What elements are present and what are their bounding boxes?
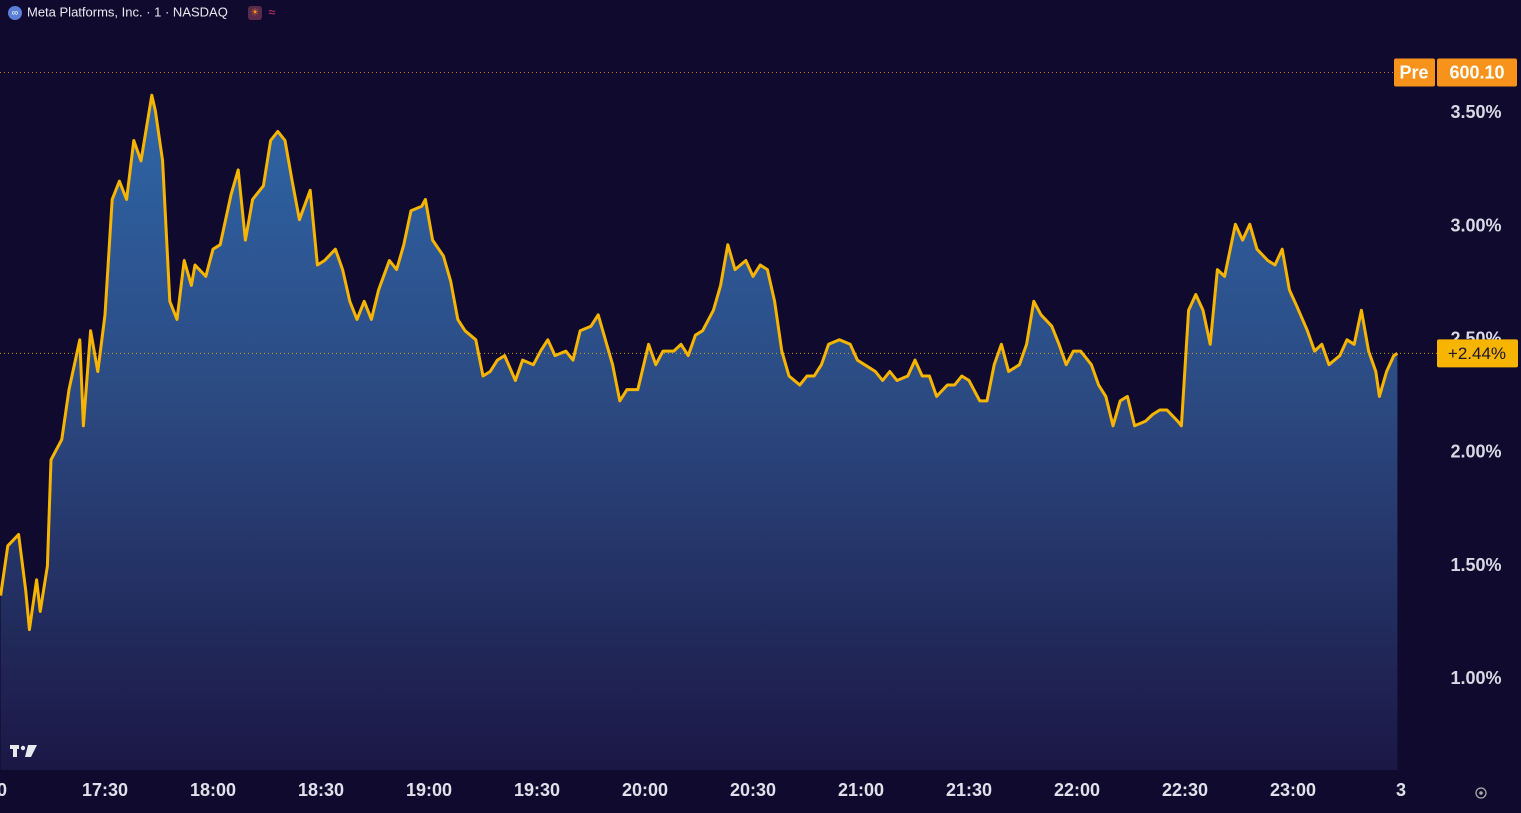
x-tick-label: 21:00 bbox=[838, 780, 884, 800]
settings-icon[interactable] bbox=[1475, 787, 1487, 799]
x-tick-label: 21:30 bbox=[946, 780, 992, 800]
x-tick-label: 20:00 bbox=[622, 780, 668, 800]
session-icon bbox=[248, 6, 262, 20]
x-tick-label: 00 bbox=[0, 780, 7, 800]
pre-tag-box bbox=[1394, 58, 1435, 87]
pre-tag: Pre bbox=[1399, 62, 1428, 82]
x-tick-label: 19:00 bbox=[406, 780, 452, 800]
y-tick-label: 3.00% bbox=[1450, 215, 1501, 235]
price-line bbox=[0, 93, 1399, 632]
y-tick-label: 2.00% bbox=[1450, 442, 1501, 462]
settings-icon-dot bbox=[1479, 791, 1483, 795]
x-tick-label: 23:00 bbox=[1270, 780, 1316, 800]
last-value-box bbox=[1437, 339, 1518, 368]
area-fill bbox=[0, 95, 1398, 770]
last-value-label: +2.44% bbox=[1448, 344, 1506, 363]
y-tick-label: 1.00% bbox=[1450, 668, 1501, 688]
x-tick-label: 22:00 bbox=[1054, 780, 1100, 800]
logo-part bbox=[13, 745, 17, 757]
y-tick-label: 3.50% bbox=[1450, 102, 1501, 122]
tv-logo bbox=[10, 745, 37, 757]
plot-area bbox=[0, 93, 1399, 770]
symbol-icon bbox=[8, 6, 22, 20]
logo-part bbox=[20, 745, 26, 751]
x-tick-label: 19:30 bbox=[514, 780, 560, 800]
logo-part bbox=[25, 745, 37, 757]
x-tick-label: 22:30 bbox=[1162, 780, 1208, 800]
delay-icon: ≈ bbox=[268, 4, 275, 19]
pre-price: 600.10 bbox=[1449, 62, 1504, 82]
pre-price-box bbox=[1437, 58, 1517, 87]
x-tick-label: 3 bbox=[1396, 780, 1406, 800]
x-tick-label: 18:30 bbox=[298, 780, 344, 800]
x-tick-label: 20:30 bbox=[730, 780, 776, 800]
session-icon-glyph: ☀ bbox=[251, 8, 260, 19]
chart-title: Meta Platforms, Inc. · 1 · NASDAQ bbox=[27, 4, 228, 19]
symbol-icon-glyph: ∞ bbox=[12, 7, 18, 17]
y-tick-label: 1.50% bbox=[1450, 555, 1501, 575]
x-tick-label: 18:00 bbox=[190, 780, 236, 800]
x-tick-label: 17:30 bbox=[82, 780, 128, 800]
